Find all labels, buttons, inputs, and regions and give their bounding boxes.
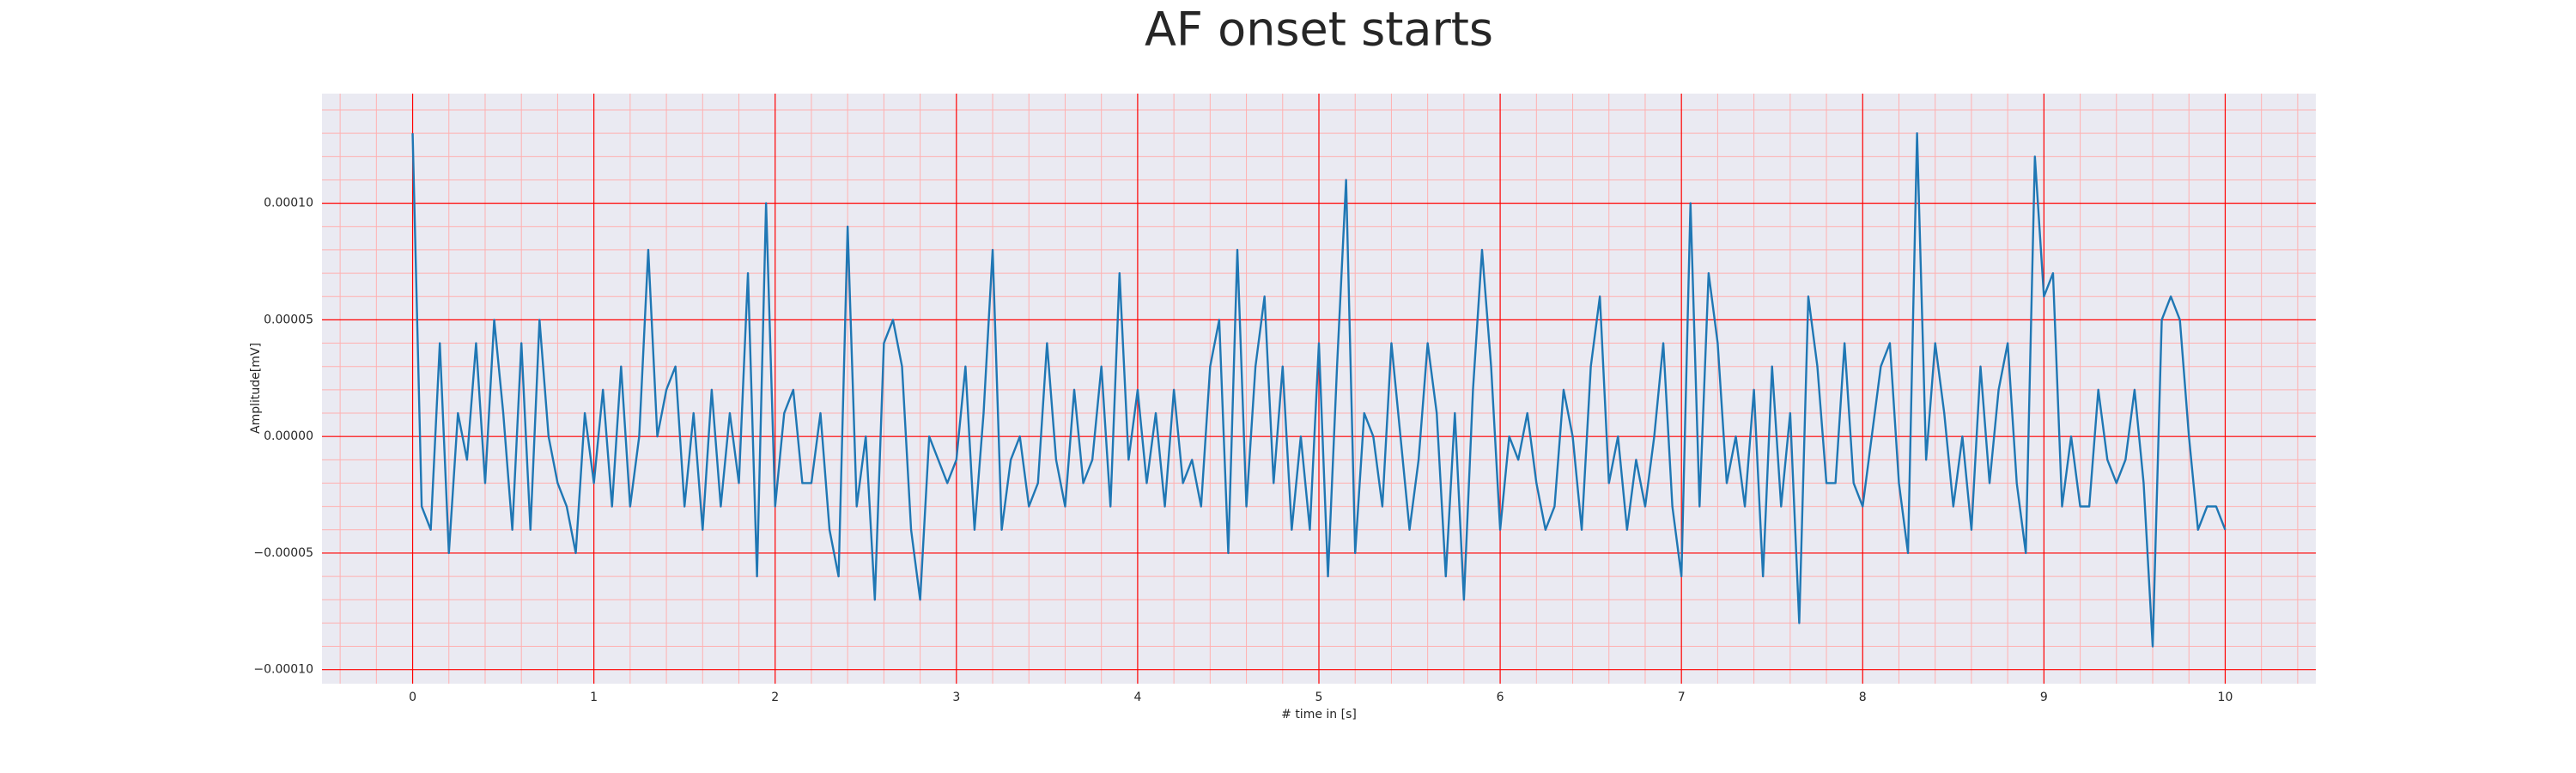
y-tick-label: 0.00000 <box>264 429 313 443</box>
y-tick-label: −0.00010 <box>253 663 313 677</box>
y-tick-label: 0.00010 <box>264 197 313 210</box>
x-axis-label: # time in [s] <box>1281 708 1357 721</box>
signal-line <box>411 131 2227 648</box>
x-tick-label: 6 <box>1497 691 1504 704</box>
x-tick-label: 8 <box>1859 691 1867 704</box>
y-tick-label: 0.00005 <box>264 313 313 326</box>
x-tick-label: 1 <box>590 691 598 704</box>
x-tick-label: 3 <box>952 691 960 704</box>
y-axis-label: Amplitude[mV] <box>249 343 263 434</box>
x-tick-label: 5 <box>1315 691 1323 704</box>
x-tick-label: 0 <box>409 691 416 704</box>
x-tick-label: 2 <box>771 691 779 704</box>
x-tick-label: 7 <box>1678 691 1686 704</box>
x-tick-label: 10 <box>2218 691 2233 704</box>
y-tick-label: −0.00005 <box>253 546 313 560</box>
chart-title: AF onset starts <box>1145 3 1493 57</box>
x-tick-label: 4 <box>1133 691 1141 704</box>
x-tick-label: 9 <box>2040 691 2048 704</box>
